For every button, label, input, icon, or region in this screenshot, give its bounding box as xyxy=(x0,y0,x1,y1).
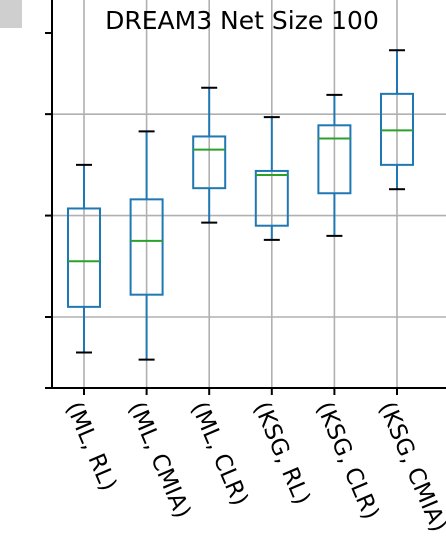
box-iqr xyxy=(129,198,164,296)
x-tick-label: (KSG, RL) xyxy=(248,398,314,508)
box-iqr xyxy=(380,92,414,166)
box-group xyxy=(254,116,289,241)
x-tick-label: (ML, CMIA) xyxy=(123,398,195,522)
box-group xyxy=(67,163,101,354)
box-iqr xyxy=(192,135,227,190)
box-iqr xyxy=(317,124,352,195)
chart-title: DREAM3 Net Size 100 xyxy=(105,6,379,35)
corner-mark xyxy=(0,0,22,28)
box-layer xyxy=(67,49,414,361)
box-group xyxy=(192,86,227,224)
x-tick-label: (ML, RL) xyxy=(60,398,121,495)
label-layer: (ML, RL) (ML, CMIA)(ML, CLR)(KSG, RL)(KSG… xyxy=(60,398,446,536)
box-iqr xyxy=(254,169,289,227)
x-tick-label: (ML, CLR) xyxy=(186,398,253,510)
grid-layer xyxy=(52,0,446,388)
x-tick-label: (KSG, CMIA) xyxy=(373,398,446,536)
box-group xyxy=(129,130,164,361)
axis-layer xyxy=(45,0,446,395)
box-group xyxy=(317,93,352,237)
box-group xyxy=(380,49,414,191)
box-iqr xyxy=(67,207,101,308)
x-tick-label: (KSG, CLR) xyxy=(311,398,384,523)
